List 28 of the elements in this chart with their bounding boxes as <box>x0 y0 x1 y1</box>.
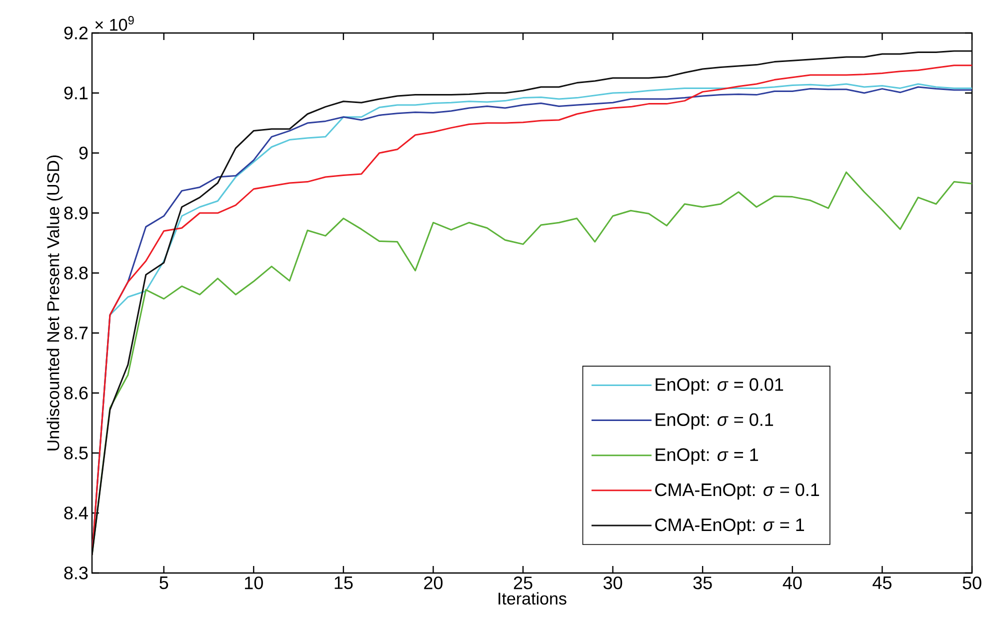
x-tick-label: 20 <box>424 576 443 590</box>
x-axis-title: Iterations <box>498 592 566 605</box>
y-tick-label: 8.5 <box>64 446 88 460</box>
y-axis-title: Undiscounted Net Present Value (USD) <box>46 155 63 450</box>
x-tick-label: 40 <box>782 576 802 590</box>
x-tick-label: 10 <box>244 576 263 590</box>
legend-label: EnOpt: σ = 1 <box>656 448 758 465</box>
text: × 10$^{9}$ <box>95 16 134 31</box>
y-tick-label: 8.6 <box>64 386 88 400</box>
x-tick-label: 50 <box>962 576 982 590</box>
legend-label: CMA-EnOpt: σ = 0.1 <box>655 483 820 500</box>
y-tick-label: 8.7 <box>64 326 88 340</box>
y-tick-label: 8.3 <box>64 566 88 580</box>
y-tick-label: 8.9 <box>64 206 88 220</box>
legend-label: EnOpt: σ = 0.1 <box>656 413 774 430</box>
x-tick-label: 45 <box>872 576 892 590</box>
y-tick-label: 9 <box>79 146 88 160</box>
x-tick-label: 5 <box>160 576 168 590</box>
y-tick-label: 8.4 <box>64 506 88 520</box>
y-tick-label: 9.1 <box>64 86 88 100</box>
x-tick-label: 35 <box>693 576 712 590</box>
legend-label: EnOpt: σ = 0.01 <box>656 378 784 394</box>
legend-label: CMA-EnOpt: σ = 1 <box>655 518 804 535</box>
x-tick-label: 30 <box>604 576 622 590</box>
y-tick-label: 9.2 <box>64 26 88 40</box>
x-tick-label: 25 <box>514 576 532 590</box>
y-tick-label: 8.8 <box>64 266 88 280</box>
x-tick-label: 15 <box>334 576 353 590</box>
